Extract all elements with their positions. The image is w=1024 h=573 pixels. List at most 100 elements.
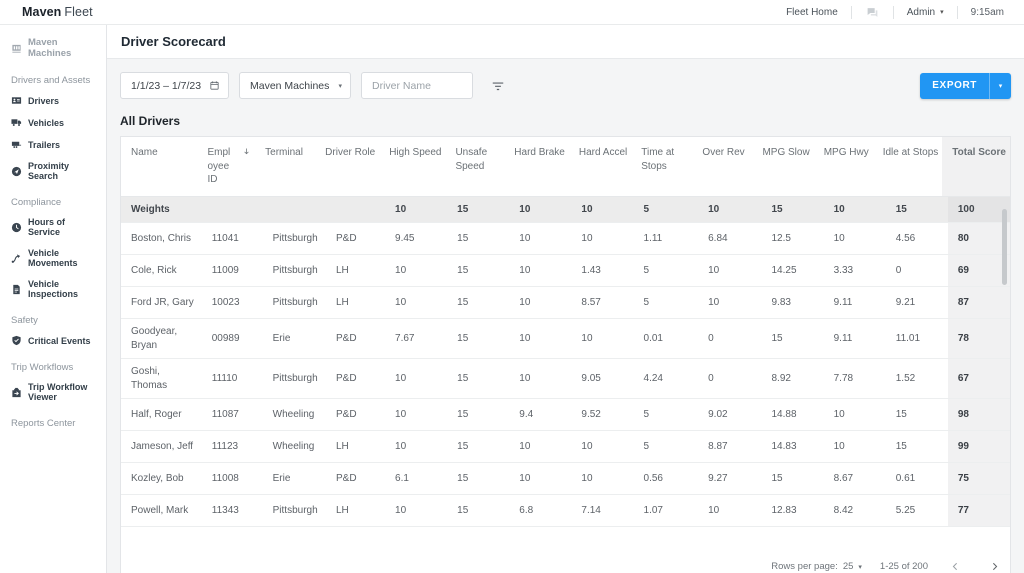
- cell-high-speed: 7.67: [395, 332, 415, 344]
- cell-total-score: 67: [947, 359, 1010, 398]
- sidebar-item-vehicles[interactable]: Vehicles: [11, 117, 98, 128]
- column-header-label: High Speed: [389, 147, 442, 158]
- column-header-over-rev[interactable]: Over Rev: [692, 137, 752, 196]
- cell-unsafe-speed: 15: [457, 408, 469, 420]
- date-range-input[interactable]: 1/1/23 – 1/7/23: [120, 72, 229, 99]
- column-header-label: Idle at Stops: [882, 147, 939, 158]
- cell-driver-role: P&D: [336, 332, 357, 344]
- column-header-employee-id[interactable]: Employee ID: [197, 137, 255, 196]
- cell-total-score: 77: [947, 495, 1010, 526]
- column-header-name[interactable]: Name: [121, 137, 197, 196]
- cell-total-score: 99: [947, 431, 1010, 462]
- cell-over-rev: 0: [708, 332, 714, 344]
- column-header-hard-accel[interactable]: Hard Accel: [569, 137, 631, 196]
- cell-name: Goodyear, Bryan: [131, 326, 178, 351]
- cell-driver-role: LH: [336, 264, 349, 276]
- table-row[interactable]: Powell, Mark 11343 Pittsburgh LH 10 15 6.8 7.14…: [121, 495, 1010, 527]
- logo-fleet: Fleet: [64, 5, 93, 19]
- trailer-icon: [11, 139, 22, 150]
- filter-button[interactable]: [491, 79, 505, 93]
- column-header-high-speed[interactable]: High Speed: [379, 137, 445, 196]
- compass-icon: [11, 166, 22, 177]
- rows-per-page-label: Rows per page:: [771, 561, 838, 572]
- sidebar-item-trip-workflow-viewer[interactable]: Trip Workflow Viewer: [11, 382, 98, 402]
- sidebar-item-label: Vehicles: [28, 117, 65, 128]
- column-header-mpg-slow[interactable]: MPG Slow: [752, 137, 813, 196]
- cell-mpg-hwy: 10: [833, 408, 845, 420]
- column-header-hard-brake[interactable]: Hard Brake: [504, 137, 569, 196]
- cell-mpg-slow: 15: [771, 472, 783, 484]
- cell-over-rev: 10: [708, 504, 720, 516]
- cell-unsafe-speed: 15: [457, 203, 469, 215]
- sidebar-item-proximity-search[interactable]: Proximity Search: [11, 161, 98, 181]
- cell-unsafe-speed: 15: [457, 232, 469, 244]
- cell-employee-id: 00989: [211, 332, 240, 344]
- admin-menu[interactable]: Admin ▾: [907, 7, 944, 18]
- cell-hard-accel: 1.43: [581, 264, 601, 276]
- column-header-total-score[interactable]: Total Score: [942, 137, 1010, 196]
- fleet-select[interactable]: Maven Machines ▾: [239, 72, 351, 99]
- table-row[interactable]: Goodyear, Bryan 00989 Erie P&D 7.67 15 10 10 0.0…: [121, 319, 1010, 359]
- cell-time-at-stops: 1.07: [643, 504, 663, 516]
- chat-icon[interactable]: [865, 6, 880, 19]
- column-header-unsafe-speed[interactable]: Unsafe Speed: [445, 137, 504, 196]
- driver-name-input[interactable]: [361, 72, 473, 99]
- table-row[interactable]: Boston, Chris 11041 Pittsburgh P&D 9.45 15 10 1…: [121, 223, 1010, 255]
- export-menu-caret[interactable]: ▾: [998, 82, 1003, 90]
- cell-terminal: Wheeling: [272, 440, 315, 452]
- column-header-time-at-stops[interactable]: Time at Stops: [631, 137, 692, 196]
- cell-employee-id: 11008: [211, 472, 239, 484]
- table-row[interactable]: Cole, Rick 11009 Pittsburgh LH 10 15 10 1.43 5 10…: [121, 255, 1010, 287]
- next-page-button[interactable]: [989, 561, 1000, 572]
- cell-unsafe-speed: 15: [457, 296, 469, 308]
- cell-high-speed: 6.1: [395, 472, 409, 484]
- cell-idle-at-stops: 15: [895, 203, 907, 215]
- column-header-mpg-hwy[interactable]: MPG Hwy: [814, 137, 873, 196]
- cell-over-rev: 0: [708, 372, 714, 384]
- sidebar-item-critical-events[interactable]: Critical Events: [11, 335, 98, 346]
- sidebar-item-label: Trip Workflow Viewer: [28, 382, 88, 402]
- table-row[interactable]: Goshi, Thomas 11110 Pittsburgh P&D 10 15 10 9.0…: [121, 359, 1010, 399]
- cell-mpg-slow: 9.83: [771, 296, 791, 308]
- sidebar-item-maven-machines[interactable]: Maven Machines: [11, 37, 98, 59]
- export-button[interactable]: EXPORT ▾: [920, 72, 1011, 99]
- table-row[interactable]: Kozley, Bob 11008 Erie P&D 6.1 15 10 10 0.56 9.27…: [121, 463, 1010, 495]
- pagination-range: 1-25 of 200: [879, 561, 928, 572]
- cell-over-rev: 9.27: [708, 472, 728, 484]
- sidebar-item-drivers[interactable]: Drivers: [11, 95, 98, 106]
- calendar-icon: [209, 80, 220, 91]
- sidebar-item-hours-of-service[interactable]: Hours of Service: [11, 217, 98, 237]
- cell-total-score: 78: [947, 319, 1010, 358]
- cell-hard-brake: 10: [519, 203, 531, 215]
- cell-mpg-slow: 8.92: [771, 372, 791, 384]
- cell-idle-at-stops: 5.25: [895, 504, 916, 516]
- cell-employee-id: [202, 197, 263, 223]
- sort-desc-icon: [242, 147, 251, 156]
- column-header-label: Employee ID: [207, 147, 231, 185]
- table-row[interactable]: Ford JR, Gary 10023 Pittsburgh LH 10 15 10 8.57…: [121, 287, 1010, 319]
- column-header-driver-role[interactable]: Driver Role: [315, 137, 379, 196]
- rows-per-page-select[interactable]: Rows per page: 25 ▾: [771, 561, 862, 572]
- cell-hard-accel: 9.52: [581, 408, 601, 420]
- cell-driver-role: P&D: [336, 232, 357, 244]
- cell-name: Boston, Chris: [131, 232, 192, 244]
- sidebar-item-vehicle-inspections[interactable]: Vehicle Inspections: [11, 279, 98, 299]
- previous-page-button[interactable]: [950, 561, 961, 572]
- table-empty-space: [121, 527, 1010, 553]
- table-row[interactable]: Jameson, Jeff 11123 Wheeling LH 10 15 10 10 5 8.8…: [121, 431, 1010, 463]
- page-title: Driver Scorecard: [121, 34, 226, 49]
- cell-employee-id: 11041: [211, 232, 239, 244]
- cell-hard-accel: 10: [581, 203, 593, 215]
- fleet-home-link[interactable]: Fleet Home: [786, 6, 838, 18]
- column-header-label: Over Rev: [702, 147, 745, 158]
- table-row[interactable]: Half, Roger 11087 Wheeling P&D 10 15 9.4 9.52 5 9…: [121, 399, 1010, 431]
- cell-over-rev: 9.02: [708, 408, 728, 420]
- column-header-idle-at-stops[interactable]: Idle at Stops: [873, 137, 943, 196]
- column-header-label: Unsafe Speed: [455, 147, 488, 172]
- cell-mpg-slow: 14.25: [771, 264, 797, 276]
- table-scrollbar[interactable]: [1002, 209, 1007, 285]
- cell-terminal: Pittsburgh: [272, 296, 318, 308]
- sidebar-item-vehicle-movements[interactable]: Vehicle Movements: [11, 248, 98, 268]
- sidebar-item-trailers[interactable]: Trailers: [11, 139, 98, 150]
- column-header-terminal[interactable]: Terminal: [255, 137, 315, 196]
